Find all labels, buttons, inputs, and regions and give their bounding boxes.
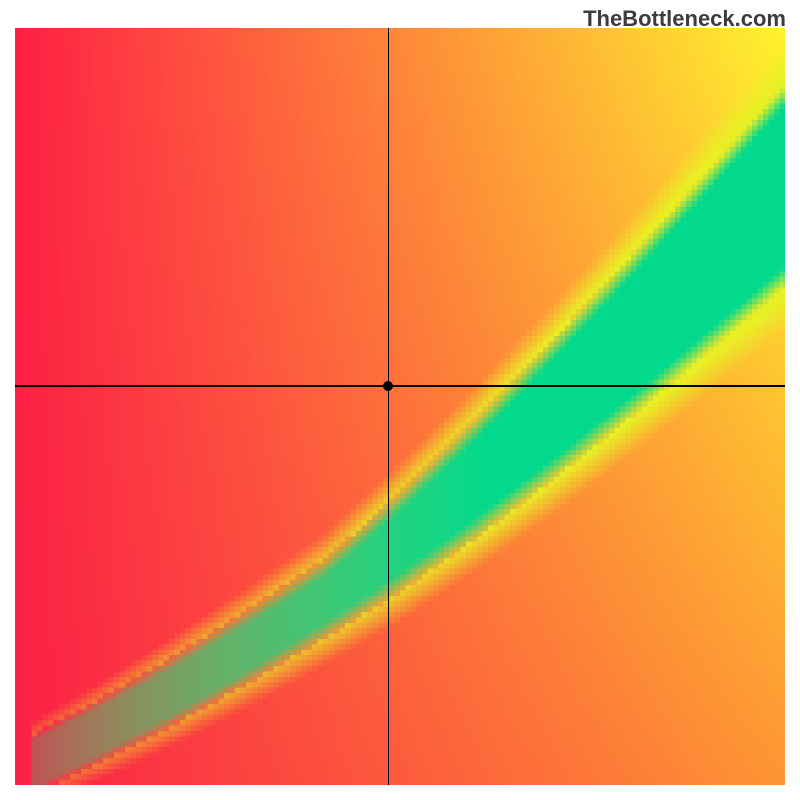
crosshair-horizontal <box>15 385 785 386</box>
watermark-text: TheBottleneck.com <box>583 6 786 32</box>
heatmap-canvas <box>15 28 785 785</box>
chart-container: TheBottleneck.com <box>0 0 800 800</box>
crosshair-marker <box>383 381 393 391</box>
plot-area <box>15 28 785 785</box>
crosshair-vertical <box>388 28 389 785</box>
